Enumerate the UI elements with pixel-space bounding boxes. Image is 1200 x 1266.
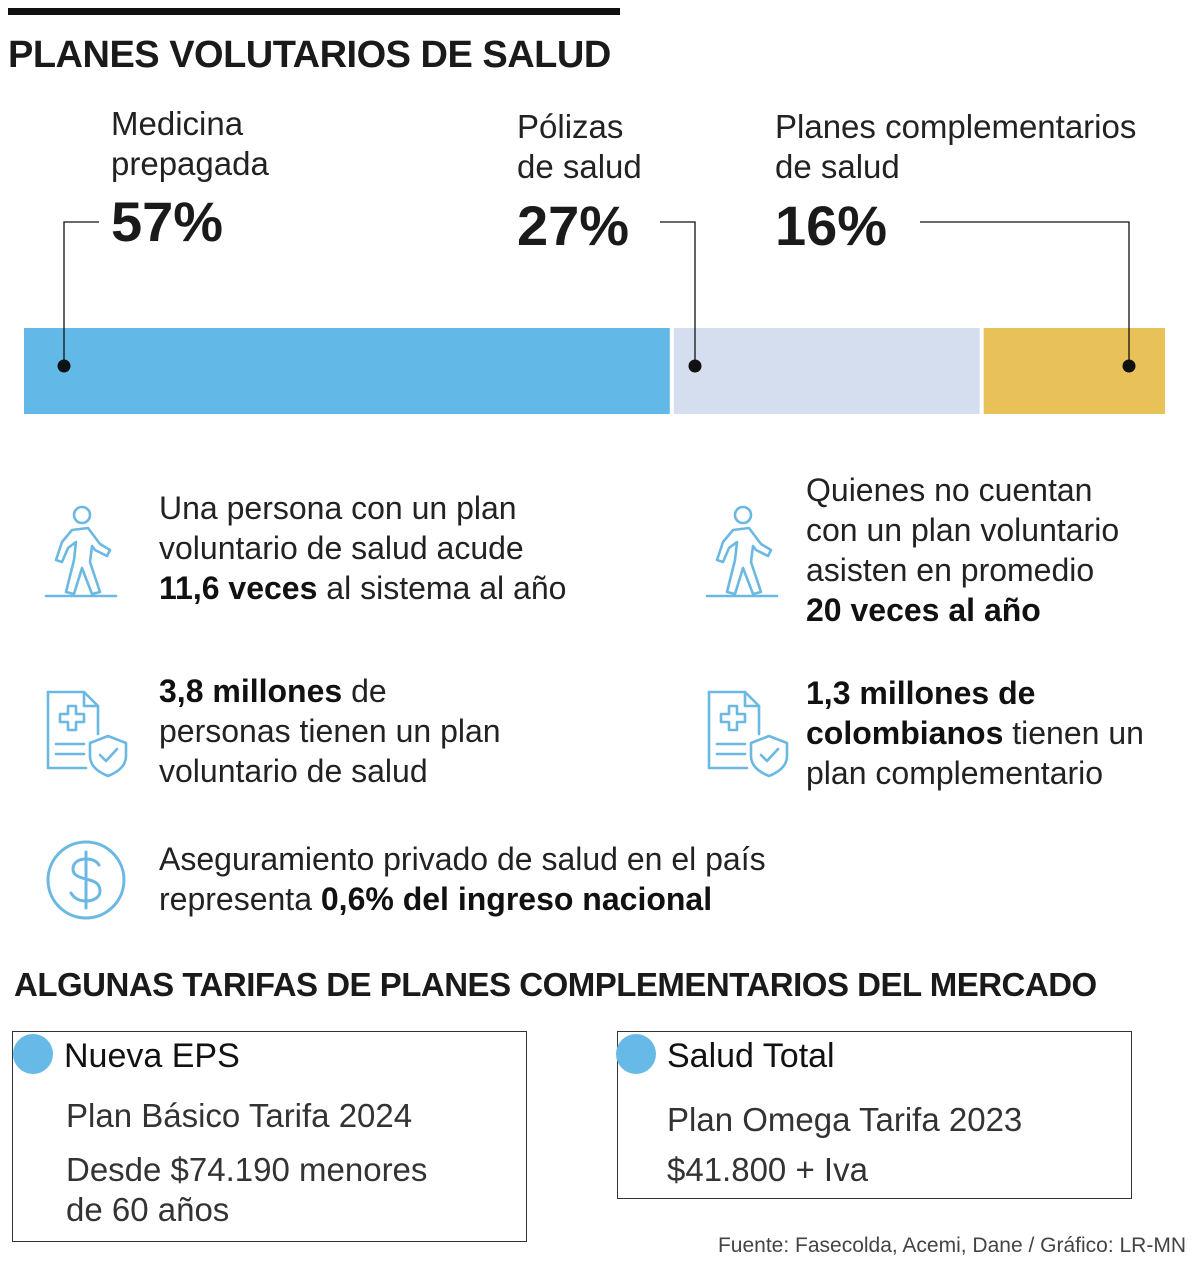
- dollar-coin-icon: [46, 840, 126, 920]
- stat-text: tienen un: [1003, 715, 1144, 751]
- insurance-document-icon: [46, 690, 128, 778]
- leader-dot-medicina: [57, 359, 71, 373]
- segment-label-medicina: Medicina prepagada: [111, 104, 269, 184]
- segment-label-complementarios: Planes complementarios de salud: [775, 107, 1136, 187]
- stat-line: Quienes no cuentan: [806, 472, 1093, 508]
- bar-segment-polizas: [673, 328, 980, 414]
- stat-line: asisten en promedio: [806, 552, 1095, 588]
- stat-text: representa: [159, 881, 321, 917]
- stat-line: plan complementario: [806, 755, 1104, 791]
- stat-line: Aseguramiento privado de salud en el paí…: [159, 841, 766, 877]
- segment-label-line: Pólizas: [517, 108, 624, 145]
- stat-highlight: 11,6 veces: [159, 570, 318, 606]
- leader-line-medicina: [63, 221, 99, 366]
- tariff-card-price: $41.800 + Iva: [667, 1151, 868, 1188]
- stat-highlight: 0,6% del ingreso nacional: [320, 881, 713, 917]
- segment-label-line: Planes complementarios: [775, 108, 1137, 145]
- walking-person-icon: [705, 505, 779, 598]
- page-title: PLANES VOLUTARIOS DE SALUD: [8, 34, 611, 76]
- tariff-card-nueva-eps: [12, 1031, 527, 1242]
- leader-line-complementarios: [920, 221, 1130, 366]
- stat-people-with-plan: 3,8 millones de personas tienen un plan …: [159, 671, 501, 791]
- stat-colombians-complementary: 1,3 millones de colombianos tienen un pl…: [806, 673, 1144, 793]
- stat-line: 3,8 millones de: [159, 671, 501, 711]
- leader-dot-complementarios: [1122, 359, 1136, 373]
- leader-line-polizas: [660, 221, 696, 366]
- stacked-bar-chart: [24, 221, 1165, 414]
- stat-line: 20 veces al año: [806, 590, 1119, 630]
- tariff-card-name: Nueva EPS: [64, 1037, 240, 1075]
- bar-segment-medicina: [24, 328, 670, 414]
- segment-label-line: prepagada: [111, 145, 269, 182]
- stat-visits-without-plan: Quienes no cuentan con un plan voluntari…: [806, 470, 1119, 630]
- insurance-document-icon: [707, 690, 789, 778]
- stat-line: con un plan voluntario: [806, 512, 1120, 548]
- leader-dot-polizas: [688, 359, 702, 373]
- stat-line: personas tienen un plan: [159, 713, 501, 749]
- stat-text: de: [342, 673, 387, 709]
- tariffs-title: ALGUNAS TARIFAS DE PLANES COMPLEMENTARIO…: [14, 966, 1097, 1003]
- bullet-dot-icon: [13, 1034, 53, 1074]
- stat-income-share: Aseguramiento privado de salud en el paí…: [159, 839, 766, 919]
- stat-line: colombianos tienen un: [806, 713, 1144, 753]
- stat-text: al sistema al año: [317, 570, 567, 606]
- stat-highlight: 1,3 millones de: [806, 675, 1036, 711]
- stat-line: 11,6 veces al sistema al año: [159, 568, 566, 608]
- stat-visits-with-plan: Una persona con un plan voluntario de sa…: [159, 488, 566, 608]
- stat-line: Una persona con un plan: [159, 490, 517, 526]
- bar-segment-complementarios: [983, 328, 1165, 414]
- bullet-dot-icon: [616, 1034, 656, 1074]
- stat-line: 1,3 millones de: [806, 673, 1144, 713]
- stat-highlight: 20 veces al año: [806, 592, 1041, 628]
- segment-label-line: de salud: [517, 148, 642, 185]
- segment-label-line: de salud: [775, 148, 900, 185]
- leader-dots: [57, 359, 1136, 373]
- stat-highlight: 3,8 millones: [159, 673, 343, 709]
- tariff-card-price: Desde $74.190 menores: [66, 1151, 428, 1188]
- stat-line: voluntario de salud: [159, 753, 428, 789]
- segment-label-polizas: Pólizas de salud: [517, 107, 642, 187]
- stat-line: voluntario de salud acude: [159, 530, 524, 566]
- segment-label-line: Medicina: [111, 105, 244, 142]
- source-note: Fuente: Fasecolda, Acemi, Dane / Gráfico…: [717, 1234, 1186, 1257]
- segment-pct-complementarios: 16%: [775, 194, 888, 257]
- tariff-card-plan: Plan Básico Tarifa 2024: [66, 1097, 413, 1134]
- stat-highlight: colombianos: [806, 715, 1004, 751]
- segment-pct-polizas: 27%: [517, 194, 630, 257]
- tariff-card-salud-total: [617, 1031, 1132, 1199]
- title-rule: [8, 8, 620, 15]
- segment-pct-medicina: 57%: [111, 190, 224, 253]
- tariff-card-plan: Plan Omega Tarifa 2023: [667, 1101, 1023, 1138]
- bar-group: [24, 328, 1165, 414]
- leader-lines: [63, 221, 1130, 366]
- tariff-card-name: Salud Total: [667, 1037, 835, 1075]
- walking-person-icon: [44, 505, 118, 598]
- tariff-card-price: de 60 años: [66, 1191, 230, 1228]
- stat-line: representa 0,6% del ingreso nacional: [159, 879, 766, 919]
